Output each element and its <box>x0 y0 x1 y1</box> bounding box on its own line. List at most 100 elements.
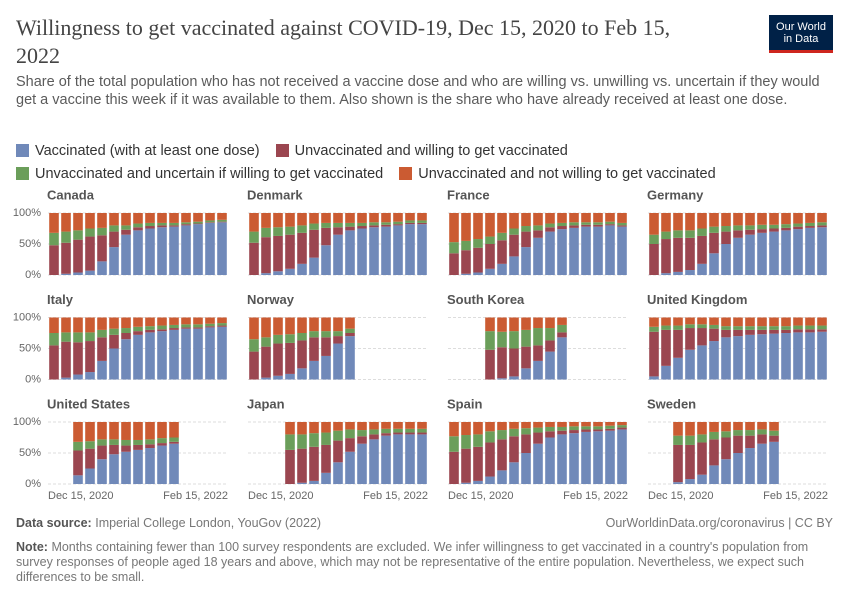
legend-item[interactable]: Unvaccinated and not willing to get vacc… <box>399 164 716 183</box>
bar-segment <box>145 213 155 223</box>
bar-segment <box>261 317 271 338</box>
bar-segment <box>781 224 791 228</box>
bar-segment <box>461 240 471 251</box>
bar-segment <box>709 431 719 440</box>
bar-segment <box>49 317 59 333</box>
bar-segment <box>261 213 271 228</box>
panel-title: Canada <box>47 187 95 202</box>
bar-segment <box>673 325 683 330</box>
y-tick-label: 50% <box>19 342 41 354</box>
bar-segment <box>321 213 331 223</box>
legend-item[interactable]: Unvaccinated and uncertain if willing to… <box>16 164 383 183</box>
bar-segment <box>697 324 707 329</box>
x-tick-label: Feb 15, 2022 <box>563 490 628 502</box>
bar-segment <box>85 236 95 271</box>
bar-segment <box>369 429 379 435</box>
bar-segment <box>109 317 119 329</box>
bar-segment <box>261 273 271 275</box>
bar-segment <box>721 317 731 327</box>
bar-segment <box>369 213 379 223</box>
panel-title: Spain <box>447 396 482 411</box>
bar-segment <box>205 317 215 324</box>
bar-segment <box>417 220 427 223</box>
bar-segment <box>769 333 779 380</box>
bar-segment <box>49 232 59 246</box>
bar-segment <box>357 422 367 431</box>
bar-segment <box>793 213 803 224</box>
bar-segment <box>733 430 743 436</box>
bar-segment <box>205 323 215 327</box>
source-url[interactable]: OurWorldinData.org/coronavirus | CC BY <box>605 516 833 530</box>
bar-segment <box>733 422 743 431</box>
bar-segment <box>581 422 591 427</box>
bar-segment <box>49 245 59 275</box>
bar-segment <box>769 231 779 275</box>
bar-segment <box>721 244 731 275</box>
bar-segment <box>697 345 707 380</box>
bar-segment <box>249 231 259 243</box>
bar-segment <box>285 213 295 227</box>
bar-segment <box>169 328 179 330</box>
bar-segment <box>649 234 659 244</box>
y-tick-label: 100% <box>13 207 41 219</box>
bar-segment <box>273 343 283 376</box>
bar-segment <box>697 228 707 236</box>
bar-segment <box>417 434 427 484</box>
bar-segment <box>757 232 767 275</box>
bar-segment <box>685 324 695 329</box>
panel-title: Sweden <box>647 396 696 411</box>
bar-segment <box>581 213 591 223</box>
bar-segment <box>393 432 403 435</box>
bar-segment <box>449 242 459 254</box>
bar-segment <box>273 227 283 236</box>
bar-segment <box>449 422 459 437</box>
bar-segment <box>381 433 391 436</box>
legend-item[interactable]: Vaccinated (with at least one dose) <box>16 141 260 160</box>
bar-segment <box>145 422 155 440</box>
bar-segment <box>97 445 107 460</box>
logo[interactable]: Our World in Data <box>769 15 833 53</box>
bar-segment <box>405 422 415 429</box>
bar-segment <box>181 327 191 329</box>
bar-segment <box>85 317 95 333</box>
bar-segment <box>733 237 743 275</box>
bar-segment <box>369 225 379 228</box>
y-tick-label: 100% <box>13 311 41 323</box>
bar-segment <box>217 221 227 223</box>
bar-segment <box>769 228 779 232</box>
legend-label: Unvaccinated and willing to get vaccinat… <box>294 142 568 159</box>
bar-segment <box>781 227 791 231</box>
bar-segment <box>709 317 719 325</box>
bar-segment <box>497 430 507 440</box>
bar-segment <box>521 317 531 330</box>
bar-segment <box>521 453 531 484</box>
bar-segment <box>649 213 659 235</box>
bar-segment <box>449 253 459 275</box>
bar-segment <box>217 317 227 324</box>
bar-segment <box>217 325 227 327</box>
bar-segment <box>509 348 519 377</box>
bar-segment <box>357 222 367 227</box>
bar-segment <box>781 317 791 327</box>
bar-segment <box>817 227 827 275</box>
bar-segment <box>61 377 71 380</box>
bar-segment <box>357 436 367 444</box>
bar-segment <box>805 325 815 330</box>
bar-segment <box>509 228 519 235</box>
bar-segment <box>61 317 71 333</box>
bar-segment <box>817 325 827 330</box>
bar-segment <box>133 223 143 228</box>
bar-segment <box>649 317 659 327</box>
note-text: Months containing fewer than 100 survey … <box>16 540 809 584</box>
bar-segment <box>709 439 719 466</box>
legend-item[interactable]: Unvaccinated and willing to get vaccinat… <box>275 141 568 160</box>
bar-segment <box>369 222 379 226</box>
bar-segment <box>733 213 743 226</box>
bar-segment <box>721 326 731 330</box>
bar-segment <box>473 213 483 240</box>
bar-segment <box>757 224 767 230</box>
bar-segment <box>817 331 827 380</box>
bar-segment <box>297 213 307 226</box>
bar-segment <box>733 453 743 484</box>
bar-segment <box>545 223 555 228</box>
